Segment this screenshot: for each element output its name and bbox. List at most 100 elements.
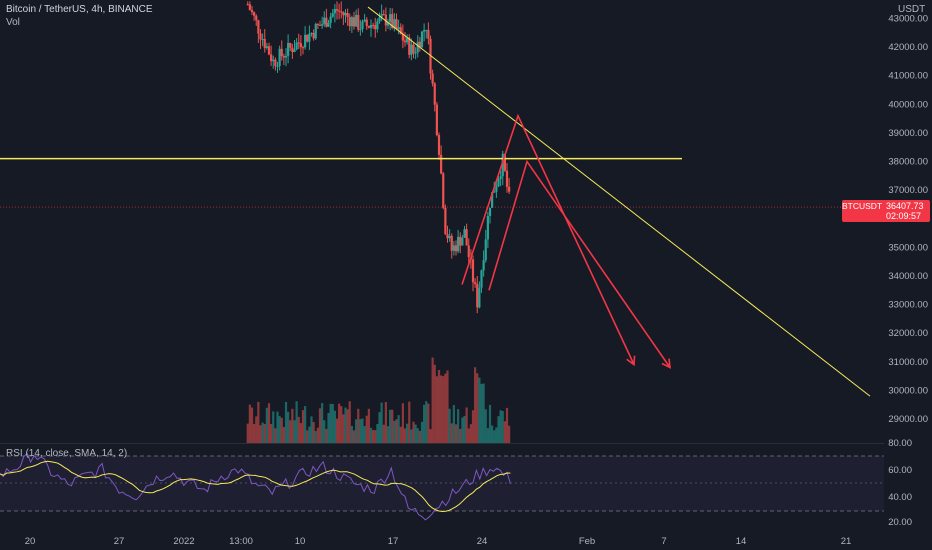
volume-bar <box>467 428 470 443</box>
volume-bar <box>501 411 504 443</box>
volume-bar <box>401 403 404 443</box>
rsi-label: RSI (14, close, SMA, 14, 2) <box>6 448 128 459</box>
volume-bar <box>433 364 436 443</box>
rsi-tick-label: 20.00 <box>888 517 912 528</box>
volume-bar <box>410 429 413 443</box>
volume-bar <box>482 383 485 443</box>
candle-body <box>270 54 273 62</box>
candle-body <box>465 229 468 246</box>
volume-bar <box>374 430 377 443</box>
volume-bar <box>435 376 438 443</box>
volume-bar <box>346 409 349 443</box>
candle-body <box>395 19 398 29</box>
time-tick-label: 17 <box>388 536 399 547</box>
candle-body <box>440 154 443 174</box>
currency-label: USDT <box>898 4 926 15</box>
volume-bar <box>359 419 362 443</box>
candle-body <box>418 41 421 48</box>
volume-bar <box>304 406 307 443</box>
volume-bar <box>278 416 281 443</box>
candle-body <box>291 47 294 52</box>
volume-bar <box>444 373 447 443</box>
volume-label: Vol <box>6 17 20 28</box>
volume-bar <box>416 428 419 443</box>
volume-bar <box>325 428 328 443</box>
price-tick-label: 29000.00 <box>888 414 928 425</box>
volume-bar <box>259 425 262 443</box>
candle-body <box>476 283 479 308</box>
candle-body <box>382 14 385 16</box>
volume-bar <box>450 423 453 443</box>
price-tick-label: 41000.00 <box>888 71 928 82</box>
candle-body <box>435 104 438 136</box>
volume-bar <box>274 428 277 443</box>
volume-bar <box>308 426 311 443</box>
candle-body <box>433 83 436 105</box>
candle-body <box>301 47 305 49</box>
rsi-ma-line <box>0 460 511 512</box>
volume-bar <box>420 421 424 443</box>
candle-body <box>359 28 362 30</box>
volume-bar <box>457 409 460 443</box>
candle-body <box>331 13 334 17</box>
volume-bar <box>446 370 449 443</box>
volume-bar <box>338 403 341 443</box>
candle-body <box>376 21 379 30</box>
volume-bar <box>272 411 275 443</box>
candle-body <box>314 24 317 39</box>
candle-body <box>495 186 498 192</box>
candle-body <box>327 22 330 27</box>
volume-bar <box>503 421 506 443</box>
volume-bar <box>454 424 458 443</box>
candle-body <box>346 13 349 18</box>
candle-body <box>297 42 300 44</box>
candle-body <box>459 236 462 246</box>
volume-bar <box>384 402 387 443</box>
volume-bar <box>350 425 353 443</box>
volume-bar <box>484 409 487 443</box>
volume-bar <box>461 417 464 443</box>
candle-body <box>389 14 392 23</box>
volume-bar <box>284 401 288 443</box>
candle-body <box>257 20 260 34</box>
candle-body <box>391 14 394 29</box>
volume-bar <box>386 426 390 443</box>
candle-body <box>401 33 404 41</box>
volume-bar <box>293 420 296 443</box>
candle-body <box>505 170 509 187</box>
price-tick-label: 33000.00 <box>888 300 928 311</box>
candle-body <box>378 17 381 22</box>
volume-bar <box>301 410 305 443</box>
candle-body <box>452 245 455 251</box>
volume-bar <box>333 410 336 443</box>
volume-bar <box>395 419 398 443</box>
time-tick-label: 20 <box>25 536 36 547</box>
price-tick-label: 35000.00 <box>888 242 928 253</box>
volume-bar <box>253 423 256 443</box>
price-tick-label: 38000.00 <box>888 157 928 168</box>
volume-bar <box>318 408 322 443</box>
candle-body <box>463 229 466 238</box>
time-tick-label: 27 <box>114 536 125 547</box>
candle-body <box>503 153 506 171</box>
volume-bar <box>476 373 479 443</box>
candle-body <box>484 239 487 261</box>
candle-body <box>265 46 268 48</box>
price-tick-label: 32000.00 <box>888 328 928 339</box>
volume-bar <box>393 420 396 443</box>
volume-bar <box>382 424 385 443</box>
time-tick-label: 7 <box>661 536 666 547</box>
candle-body <box>423 30 426 32</box>
candle-body <box>344 13 347 16</box>
candle-body <box>321 24 324 26</box>
volume-bar <box>355 419 358 443</box>
volume-bar <box>429 429 432 443</box>
volume-bar <box>389 409 392 443</box>
candle-body <box>276 65 279 67</box>
candle-body <box>255 15 258 21</box>
price-tick-label: 34000.00 <box>888 271 928 282</box>
volume-bar <box>352 430 356 443</box>
volume-bar <box>306 430 309 443</box>
candle-body <box>348 17 351 27</box>
